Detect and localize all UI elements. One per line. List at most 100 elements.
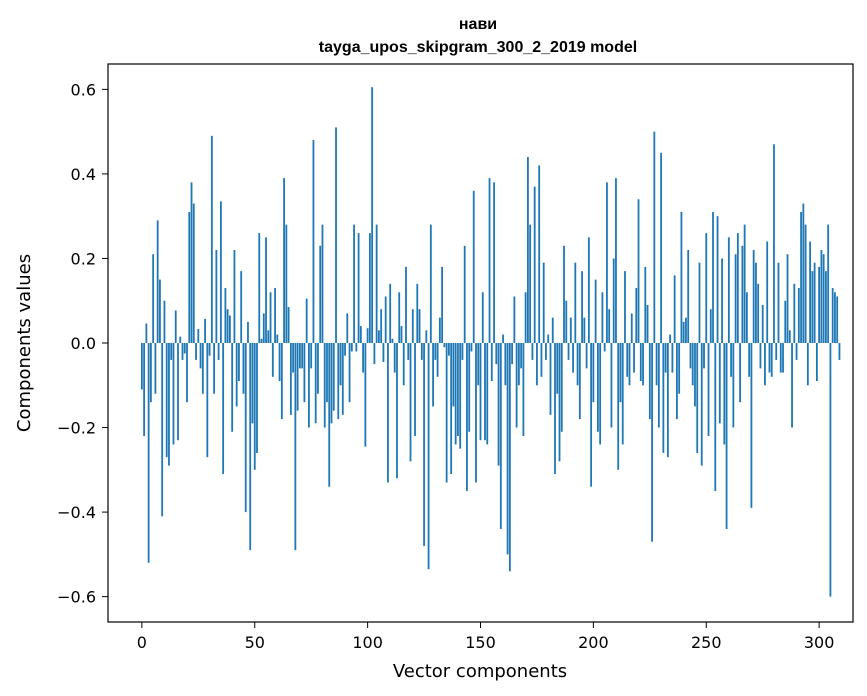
bar-127 — [427, 343, 430, 570]
bar-108 — [384, 296, 387, 343]
bar-115 — [400, 326, 403, 343]
bar-186 — [560, 343, 563, 432]
bar-2 — [145, 323, 148, 343]
bar-112 — [393, 343, 396, 373]
bar-6 — [154, 343, 157, 394]
bar-187 — [563, 245, 565, 343]
bar-232 — [664, 343, 667, 373]
bar-52 — [258, 233, 261, 343]
plot-frame — [107, 63, 854, 623]
bar-83 — [328, 343, 331, 487]
bar-205 — [603, 343, 606, 352]
y-axis-label: Components values — [14, 254, 35, 432]
bar-153 — [486, 343, 489, 445]
bar-190 — [569, 317, 572, 343]
bar-96 — [357, 233, 360, 343]
bar-166 — [515, 343, 518, 428]
bar-70 — [298, 343, 301, 369]
bar-155 — [490, 343, 493, 382]
bar-230 — [660, 152, 663, 343]
bar-277 — [766, 241, 769, 343]
bar-290 — [795, 343, 798, 360]
bar-307 — [834, 292, 836, 343]
bar-271 — [752, 250, 755, 343]
bar-40 — [231, 343, 234, 432]
bar-270 — [750, 343, 753, 508]
x-tick-label: 0 — [137, 633, 147, 652]
bar-263 — [734, 254, 737, 343]
x-tick-label: 100 — [352, 633, 383, 652]
bar-167 — [517, 343, 520, 386]
bar-207 — [608, 309, 611, 343]
bar-66 — [289, 343, 292, 415]
bar-165 — [513, 296, 516, 343]
bar-100 — [366, 328, 369, 343]
bar-85 — [332, 343, 335, 411]
bar-128 — [429, 224, 432, 343]
bar-243 — [689, 343, 692, 369]
bar-210 — [615, 178, 617, 343]
bar-211 — [617, 343, 620, 470]
bar-93 — [350, 343, 353, 352]
bar-201 — [594, 279, 597, 343]
bar-192 — [574, 262, 577, 343]
bar-15 — [174, 310, 177, 343]
bar-247 — [698, 262, 701, 343]
bar-124 — [420, 343, 423, 360]
bar-302 — [822, 254, 825, 343]
bar-214 — [624, 271, 626, 343]
y-tick-label: 0.6 — [71, 80, 96, 99]
bar-63 — [283, 178, 285, 343]
bar-58 — [271, 343, 274, 377]
bar-95 — [355, 343, 358, 352]
bar-196 — [583, 317, 586, 343]
bar-174 — [533, 186, 536, 343]
bar-120 — [411, 309, 414, 343]
bar-141 — [459, 343, 462, 449]
bar-227 — [653, 131, 656, 343]
bar-45 — [242, 343, 245, 394]
bar-117 — [405, 266, 407, 343]
x-tick-label: 150 — [465, 633, 496, 652]
bar-81 — [323, 343, 326, 428]
bar-46 — [244, 343, 247, 513]
bar-145 — [468, 343, 471, 432]
bar-11 — [165, 343, 168, 458]
bar-14 — [172, 343, 175, 445]
bar-246 — [696, 343, 699, 453]
bar-217 — [630, 313, 633, 343]
bar-255 — [716, 216, 719, 343]
bar-74 — [308, 343, 310, 428]
bar-90 — [344, 343, 346, 356]
bar-116 — [402, 343, 405, 386]
bar-179 — [545, 343, 547, 360]
bar-173 — [531, 343, 534, 360]
bar-56 — [267, 330, 270, 343]
bar-97 — [359, 326, 362, 343]
bar-258 — [723, 343, 726, 445]
bar-131 — [436, 343, 439, 377]
bar-79 — [319, 245, 322, 343]
bar-16 — [177, 343, 179, 441]
bar-92 — [348, 343, 351, 403]
bar-223 — [644, 266, 647, 343]
bar-103 — [373, 343, 376, 365]
bar-61 — [278, 343, 281, 382]
bar-213 — [621, 343, 624, 445]
bar-139 — [454, 343, 457, 445]
bar-37 — [224, 288, 227, 343]
bar-304 — [827, 224, 830, 343]
bar-195 — [581, 271, 583, 343]
x-axis-label: Vector components — [393, 661, 567, 682]
bar-287 — [788, 330, 791, 343]
bar-86 — [335, 127, 337, 343]
bar-292 — [800, 211, 802, 343]
bar-244 — [691, 343, 694, 386]
bar-147 — [472, 190, 475, 343]
bar-250 — [705, 233, 708, 343]
bar-203 — [599, 343, 602, 445]
bar-188 — [565, 300, 568, 343]
bar-239 — [680, 211, 683, 343]
bar-193 — [576, 343, 579, 386]
bar-84 — [330, 343, 333, 424]
